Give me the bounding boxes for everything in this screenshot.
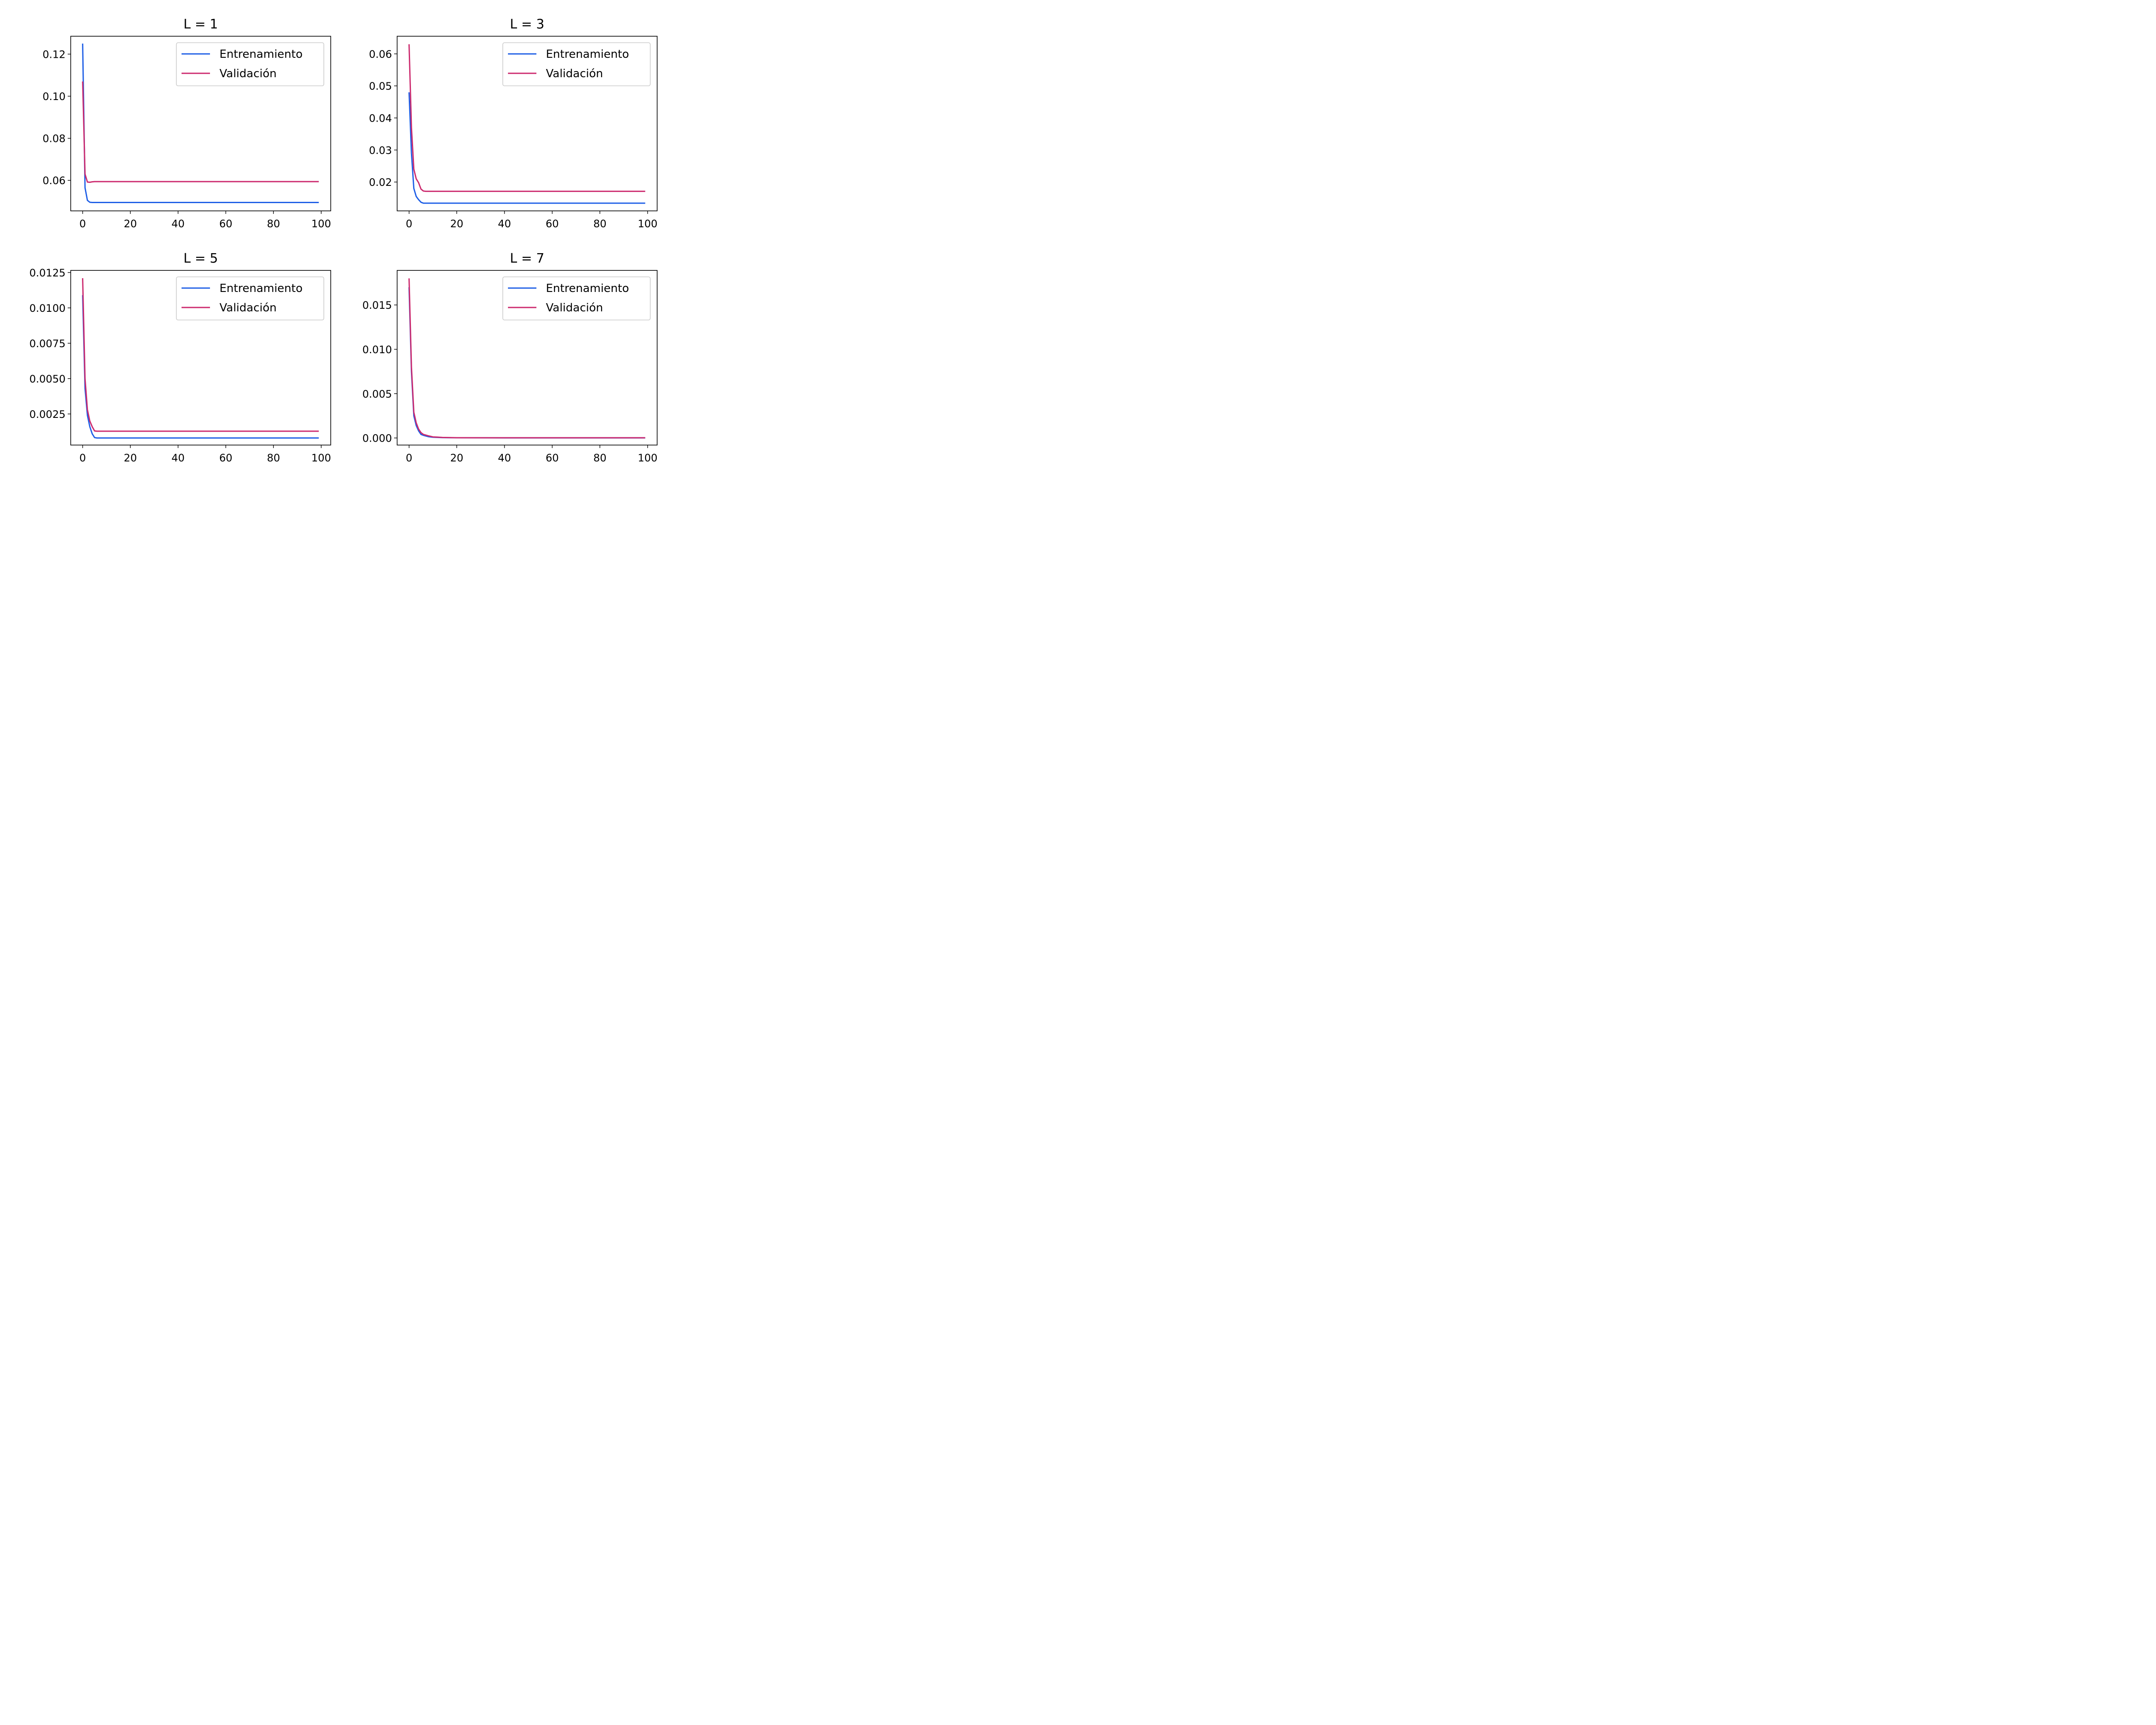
- y-tick-label: 0.0125: [29, 267, 66, 279]
- subplot-2: L = 3 0 20 40 60 80 100 0.02 0.03 0.04 0.05 0.06 Ent…: [369, 17, 658, 230]
- x-tick-label: 60: [545, 452, 559, 464]
- y-tick-label: 0.02: [369, 176, 392, 188]
- plot-frame: [397, 270, 658, 445]
- x-tick-label: 80: [593, 452, 607, 464]
- series-line-entrenamiento: [408, 92, 646, 204]
- subplot-title: L = 5: [183, 251, 218, 266]
- y-tick-label: 0.06: [369, 48, 392, 60]
- y-tick-label: 0.0100: [29, 302, 66, 314]
- legend-box: [502, 276, 651, 320]
- plot-frame: [70, 36, 331, 211]
- legend-box: [176, 42, 324, 86]
- legend: Entrenamiento Validación: [176, 276, 324, 320]
- y-tick-label: 0.10: [43, 91, 66, 103]
- legend: Entrenamiento Validación: [502, 42, 651, 86]
- y-tick-label: 0.0050: [29, 373, 66, 385]
- subplot-4: L = 7 0 20 40 60 80 100 0.000 0.005 0.010 0.015 Ent…: [362, 251, 658, 464]
- legend-box: [176, 276, 324, 320]
- x-tick-label: 20: [124, 452, 137, 464]
- series-line-validacion: [408, 278, 646, 439]
- x-tick-label: 60: [219, 218, 232, 230]
- legend-label: Entrenamiento: [219, 282, 303, 295]
- x-tick-label: 40: [172, 452, 185, 464]
- legend-label: Validación: [219, 67, 277, 80]
- plot-frame: [397, 36, 658, 211]
- x-tick-label: 0: [406, 218, 412, 230]
- subplot-3: L = 5 0 20 40 60 80 100 0.0025 0.0050 0.0075 0.010…: [29, 251, 331, 464]
- x-tick-label: 80: [593, 218, 607, 230]
- figure: L = 1 0 20 40 60 80 100 0.06 0.08 0.10 0.12 Entrena…: [29, 17, 658, 464]
- plot-frame: [70, 270, 331, 445]
- y-tick-label: 0.05: [369, 80, 392, 92]
- y-tick-label: 0.04: [369, 112, 392, 124]
- x-tick-label: 0: [79, 218, 86, 230]
- legend-label: Validación: [219, 301, 277, 314]
- x-tick-label: 80: [267, 218, 280, 230]
- y-tick-label: 0.08: [43, 133, 66, 145]
- x-tick-label: 20: [450, 452, 464, 464]
- subplot-title: L = 7: [510, 251, 544, 266]
- y-tick-label: 0.000: [362, 433, 392, 445]
- x-tick-label: 20: [450, 218, 464, 230]
- x-tick-label: 100: [311, 218, 331, 230]
- y-tick-label: 0.06: [43, 175, 66, 187]
- x-tick-label: 60: [545, 218, 559, 230]
- series-line-entrenamiento: [82, 295, 319, 439]
- legend-label: Validación: [546, 301, 603, 314]
- legend-label: Entrenamiento: [546, 48, 629, 61]
- y-tick-label: 0.005: [362, 388, 392, 400]
- series-line-validacion: [408, 44, 646, 192]
- x-tick-label: 100: [638, 218, 658, 230]
- series-line-validacion: [82, 278, 319, 432]
- x-tick-label: 100: [638, 452, 658, 464]
- x-tick-label: 100: [311, 452, 331, 464]
- legend-label: Entrenamiento: [546, 282, 629, 295]
- x-tick-label: 40: [172, 218, 185, 230]
- legend: Entrenamiento Validación: [502, 276, 651, 320]
- x-tick-label: 20: [124, 218, 137, 230]
- y-tick-label: 0.0025: [29, 408, 66, 420]
- x-tick-label: 0: [406, 452, 412, 464]
- legend-label: Entrenamiento: [219, 48, 303, 61]
- subplot-title: L = 3: [510, 17, 544, 32]
- x-tick-label: 0: [79, 452, 86, 464]
- x-tick-label: 40: [498, 218, 511, 230]
- subplot-1: L = 1 0 20 40 60 80 100 0.06 0.08 0.10 0.12 Entrena…: [43, 17, 331, 230]
- y-tick-label: 0.12: [43, 48, 66, 60]
- subplot-title: L = 1: [183, 17, 218, 32]
- x-tick-label: 80: [267, 452, 280, 464]
- y-tick-label: 0.015: [362, 299, 392, 311]
- series-line-entrenamiento: [82, 44, 319, 203]
- legend-label: Validación: [546, 67, 603, 80]
- y-tick-label: 0.010: [362, 344, 392, 356]
- y-tick-label: 0.0075: [29, 338, 66, 350]
- x-tick-label: 40: [498, 452, 511, 464]
- x-tick-label: 60: [219, 452, 232, 464]
- legend-box: [502, 42, 651, 86]
- y-tick-label: 0.03: [369, 144, 392, 157]
- legend: Entrenamiento Validación: [176, 42, 324, 86]
- series-line-validacion: [82, 81, 319, 183]
